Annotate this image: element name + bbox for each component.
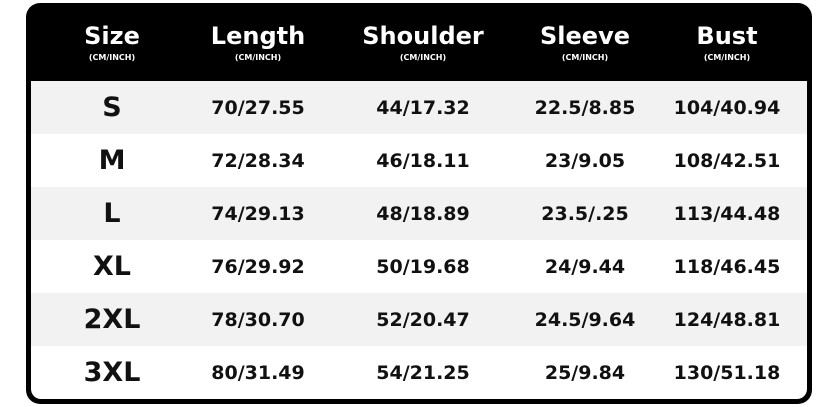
measurement: 52/20.47 xyxy=(376,308,470,331)
size-label: L xyxy=(103,198,121,229)
size-label: M xyxy=(98,145,126,176)
measurement: 25/9.84 xyxy=(544,361,626,384)
column-name: Size xyxy=(84,22,140,50)
measurement: 74/29.13 xyxy=(211,202,305,225)
measurement: 70/27.55 xyxy=(211,96,305,119)
header-row: Size (CM/INCH) Length (CM/INCH) Shoulder (CM/… xyxy=(31,3,807,81)
column-unit: (CM/INCH) xyxy=(234,53,282,62)
size-label: S xyxy=(102,92,122,123)
measurement: 22.5/8.85 xyxy=(534,96,636,119)
column-unit: (CM/INCH) xyxy=(561,53,609,62)
measurement: 76/29.92 xyxy=(211,255,305,278)
column-name: Bust xyxy=(696,22,758,50)
column-unit: (CM/INCH) xyxy=(399,53,447,62)
measurement: 44/17.32 xyxy=(376,96,470,119)
header-cell: Length (CM/INCH) xyxy=(193,3,323,81)
header-cell: Bust (CM/INCH) xyxy=(647,3,807,81)
column-unit: (CM/INCH) xyxy=(703,53,751,62)
table-row: 2XL 78/30.70 52/20.47 24.5/9.64 124/48.81 xyxy=(31,293,807,346)
measurement: 23/9.05 xyxy=(544,149,626,172)
size-label: 2XL xyxy=(83,304,141,335)
measurement: 130/51.18 xyxy=(673,361,781,384)
measurement: 24/9.44 xyxy=(544,255,626,278)
measurement: 72/28.34 xyxy=(211,149,305,172)
table-body: S 70/27.55 44/17.32 22.5/8.85 104/40.94 M 72/2… xyxy=(31,81,807,399)
column-name: Sleeve xyxy=(540,22,630,50)
table-row: XL 76/29.92 50/19.68 24/9.44 118/46.45 xyxy=(31,240,807,293)
measurement: 50/19.68 xyxy=(376,255,470,278)
measurement: 54/21.25 xyxy=(376,361,470,384)
size-label: 3XL xyxy=(83,357,141,388)
table-row: M 72/28.34 46/18.11 23/9.05 108/42.51 xyxy=(31,134,807,187)
table-row: 3XL 80/31.49 54/21.25 25/9.84 130/51.18 xyxy=(31,346,807,399)
measurement: 124/48.81 xyxy=(673,308,781,331)
measurement: 78/30.70 xyxy=(211,308,305,331)
size-chart: Size (CM/INCH) Length (CM/INCH) Shoulder (CM/… xyxy=(26,3,812,404)
column-name: Length xyxy=(210,22,306,50)
table-row: L 74/29.13 48/18.89 23.5/.25 113/44.48 xyxy=(31,187,807,240)
measurement: 24.5/9.64 xyxy=(534,308,636,331)
header-cell: Shoulder (CM/INCH) xyxy=(323,3,523,81)
column-unit: (CM/INCH) xyxy=(88,53,136,62)
measurement: 48/18.89 xyxy=(376,202,470,225)
measurement: 108/42.51 xyxy=(673,149,781,172)
column-name: Shoulder xyxy=(362,22,484,50)
measurement: 46/18.11 xyxy=(376,149,470,172)
measurement: 113/44.48 xyxy=(673,202,781,225)
measurement: 104/40.94 xyxy=(673,96,781,119)
measurement: 118/46.45 xyxy=(673,255,781,278)
table-row: S 70/27.55 44/17.32 22.5/8.85 104/40.94 xyxy=(31,81,807,134)
measurement: 80/31.49 xyxy=(211,361,305,384)
measurement: 23.5/.25 xyxy=(541,202,629,225)
size-label: XL xyxy=(92,251,132,282)
header-cell: Sleeve (CM/INCH) xyxy=(523,3,647,81)
header-cell: Size (CM/INCH) xyxy=(31,3,193,81)
